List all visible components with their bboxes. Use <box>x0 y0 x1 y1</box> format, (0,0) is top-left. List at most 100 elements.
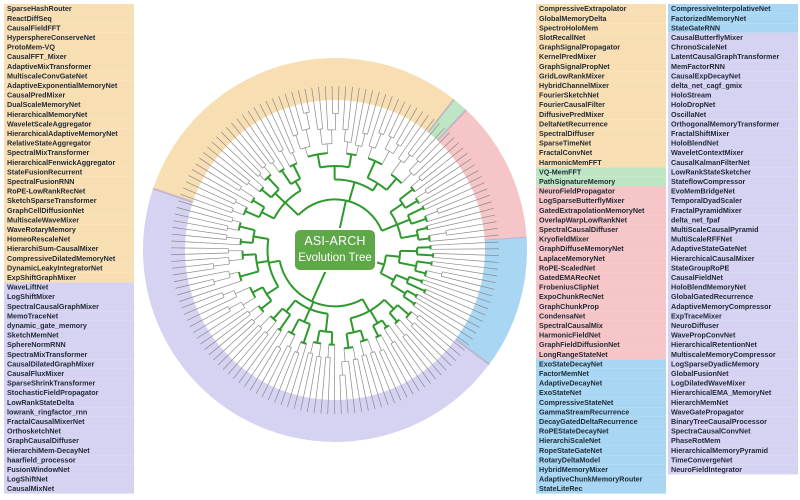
leaf-label: CausalButterflyMixer <box>671 33 743 42</box>
leaf-edge <box>255 122 285 170</box>
leaf-edge <box>295 105 303 131</box>
branch-edge <box>285 299 297 313</box>
leaf-tick <box>207 146 219 157</box>
label-band-pink <box>536 272 666 283</box>
label-band-orange <box>536 71 666 81</box>
leaf-label: SpectraMixTransformer <box>7 350 87 359</box>
branch-arc <box>375 334 382 339</box>
label-band-orange <box>4 196 134 206</box>
label-band-orange <box>4 52 134 62</box>
branch-arc <box>281 307 291 316</box>
leaf-label: AdaptiveStateGateNet <box>671 244 747 253</box>
leaf-label: GraphCausalDiffuser <box>7 436 79 445</box>
leaf-tick <box>479 207 494 213</box>
leaf-tick <box>265 101 273 115</box>
leaf-label: HypersphereConserveNet <box>7 33 96 42</box>
leaf-edge <box>412 305 458 338</box>
leaf-tick <box>422 371 431 384</box>
label-band-purple <box>668 215 798 225</box>
label-band-pink <box>536 349 666 360</box>
leaf-edge <box>186 228 228 236</box>
leaf-tick <box>213 350 225 361</box>
leaf-edge <box>271 113 291 154</box>
branch-edge <box>346 141 349 154</box>
label-band-orange <box>536 61 666 72</box>
leaf-label: lowrank_ringfactor_rnn <box>7 407 87 416</box>
leaf-label: PathSignatureMemory <box>539 177 615 186</box>
label-band-purple <box>668 148 798 158</box>
leaf-label: RoPE-LowRankRecNet <box>7 187 86 196</box>
leaf-tick <box>259 104 267 117</box>
leaf-label: LogShiftNet <box>7 475 48 484</box>
branch-arc <box>418 177 423 182</box>
branch-arc <box>341 360 349 363</box>
leaf-edge <box>190 283 215 292</box>
leaf-edge <box>402 336 428 369</box>
leaf-tick <box>483 273 497 277</box>
leaf-edge <box>313 101 319 130</box>
branch-arc <box>231 217 234 223</box>
leaf-edge <box>415 301 462 332</box>
branch-arc <box>241 301 246 308</box>
leaf-tick <box>278 95 284 110</box>
leaf-label: HierarchicalRetentionNet <box>671 340 757 349</box>
leaf-label: FourierSketchNet <box>539 91 600 100</box>
leaf-tick <box>439 132 450 143</box>
leaf-label: GraphDiffuseMemoryNet <box>539 244 624 253</box>
leaf-tick <box>350 86 353 101</box>
leaf-edge <box>273 347 292 388</box>
leaf-label: AdaptiveMixTransformer <box>7 62 91 71</box>
leaf-edge <box>431 261 485 268</box>
leaf-edge <box>421 282 476 305</box>
leaf-label: WaveletScaleAggregator <box>7 119 92 128</box>
branch-edge <box>367 146 373 159</box>
branch-edge <box>381 151 390 165</box>
leaf-tick <box>171 240 186 243</box>
leaf-label: CausalFieldNet <box>671 273 724 282</box>
branch-edge <box>359 330 365 341</box>
label-band-purple <box>668 464 798 475</box>
label-band-blue <box>536 368 666 379</box>
leaf-tick <box>183 308 198 315</box>
leaf-label: GatedExtrapolationMemoryNet <box>539 206 645 215</box>
sector-divider <box>427 98 455 133</box>
label-band-orange <box>536 13 666 24</box>
label-band-purple <box>668 368 798 379</box>
branch-arc <box>319 329 333 334</box>
leaf-tick <box>441 355 452 366</box>
branch-edge <box>392 144 399 154</box>
leaf-tick <box>178 200 193 206</box>
leaf-tick <box>171 266 186 269</box>
branch-edge <box>310 341 314 354</box>
leaf-label: HierarchiSum-CausalMixer <box>7 244 99 253</box>
branch-arc <box>428 235 431 242</box>
leaf-tick <box>359 397 363 412</box>
branch-arc <box>424 189 428 194</box>
leaf-edge <box>309 356 318 398</box>
tree-root-badge: ASI-ARCH Evolution Tree <box>295 230 375 270</box>
leaf-label: LongRangeStateNet <box>539 350 608 359</box>
label-band-orange <box>4 205 134 216</box>
branch-edge <box>414 269 426 275</box>
leaf-label: FactorizedMemoryNet <box>671 14 747 23</box>
label-band-blue <box>536 484 666 494</box>
leaf-tick <box>320 399 323 414</box>
leaf-tick <box>406 381 414 395</box>
label-band-orange <box>536 157 666 168</box>
leaf-edge <box>445 223 483 231</box>
leaf-tick <box>430 123 440 135</box>
leaf-tick <box>249 378 258 391</box>
leaf-label: OrthosketchNet <box>7 427 62 436</box>
branch-edge <box>259 174 266 181</box>
leaf-tick <box>200 335 213 345</box>
label-band-purple <box>668 416 798 427</box>
branch-arc <box>379 349 384 352</box>
branch-edge <box>396 304 410 316</box>
label-band-orange <box>4 61 134 72</box>
leaf-edge <box>297 352 309 396</box>
branch-edge <box>324 313 329 332</box>
branch-edge <box>280 169 292 185</box>
leaf-tick <box>394 387 402 401</box>
branch-arc <box>317 128 323 130</box>
label-band-purple <box>668 205 798 216</box>
